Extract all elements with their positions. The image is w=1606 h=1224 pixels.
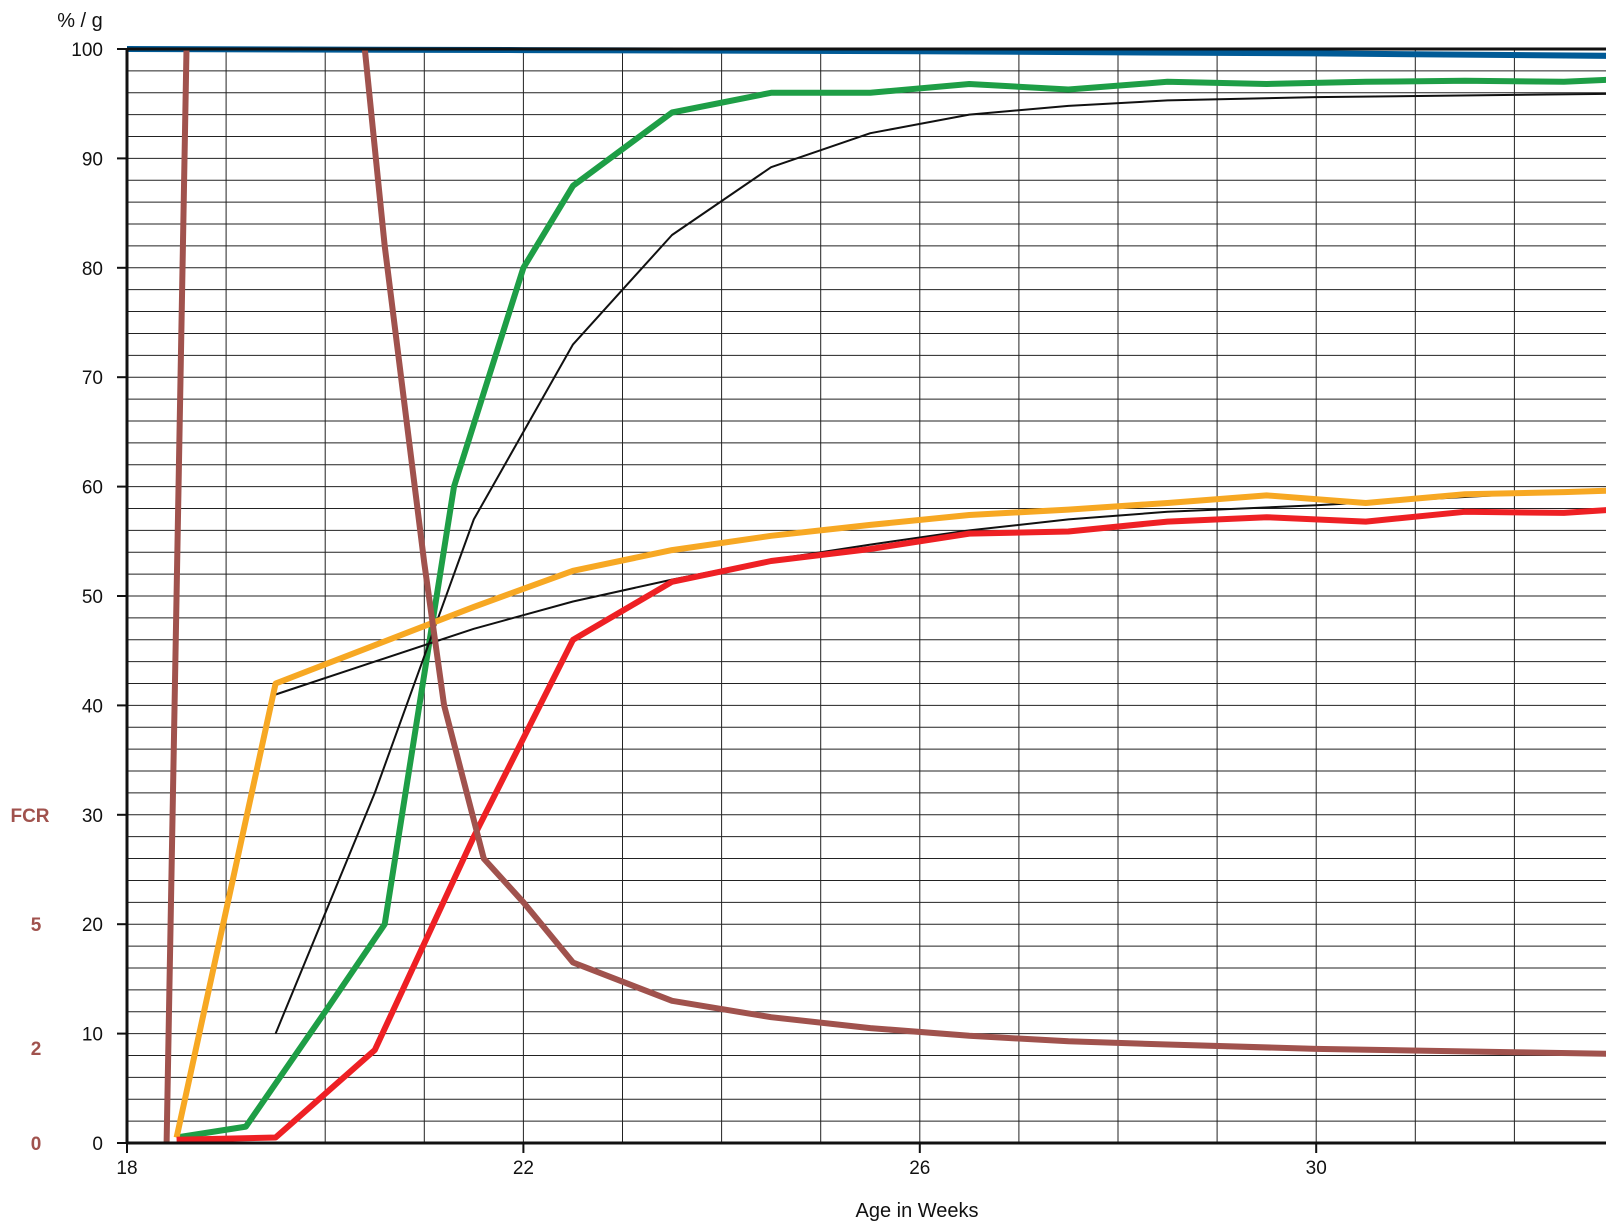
y-tick-label: 20 xyxy=(82,915,103,936)
series-line-3 xyxy=(274,92,1606,1034)
series-line-6 xyxy=(176,507,1606,1143)
axes xyxy=(117,47,1606,1153)
y-axis-title: % / g xyxy=(57,10,103,32)
y-tick-label: 50 xyxy=(82,587,103,608)
series-line-1 xyxy=(126,46,1606,59)
y-tick-label: 30 xyxy=(82,806,103,827)
fcr-tick-label: 5 xyxy=(31,915,42,936)
x-tick-label: 18 xyxy=(116,1158,137,1179)
series-line-5 xyxy=(173,487,1606,1139)
fcr-axis-title: FCR xyxy=(10,806,49,827)
series-line-4 xyxy=(275,488,1606,696)
axis-labels: 0102030405060708090100182226303438424650… xyxy=(10,40,1327,1179)
y-tick-label: 70 xyxy=(82,368,103,389)
y-tick-label: 100 xyxy=(71,40,103,61)
x-tick-label: 26 xyxy=(909,1158,930,1179)
fcr-tick-label: 2 xyxy=(31,1039,42,1060)
fcr-tick-label: 0 xyxy=(31,1134,42,1155)
series-line-7 xyxy=(163,48,1606,1144)
y-tick-label: 0 xyxy=(92,1134,103,1155)
y-tick-label: 10 xyxy=(82,1025,103,1046)
x-tick-label: 30 xyxy=(1306,1158,1327,1179)
y-tick-label: 40 xyxy=(82,696,103,717)
y-tick-label: 80 xyxy=(82,259,103,280)
series-line-2 xyxy=(176,76,1606,1141)
x-axis-title: Age in Weeks xyxy=(855,1200,978,1222)
y-tick-label: 60 xyxy=(82,478,103,499)
series-layer xyxy=(126,46,1606,1144)
y-tick-label: 90 xyxy=(82,149,103,170)
x-tick-label: 22 xyxy=(513,1158,534,1179)
